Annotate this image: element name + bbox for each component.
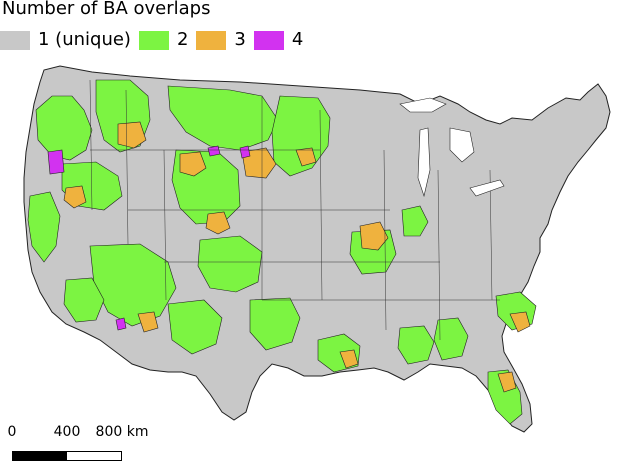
scale-bar-graphic — [12, 451, 122, 461]
region-3-f — [205, 211, 231, 235]
region-2-montana — [167, 85, 279, 151]
region-3-g — [339, 349, 359, 369]
legend-item-unique: 1 (unique) — [0, 30, 131, 50]
legend-title: Number of BA overlaps — [2, 0, 211, 19]
scale-bar: 0 400 800 km — [0, 420, 148, 464]
region-3-j — [137, 311, 159, 333]
scale-seg-black — [13, 452, 67, 460]
scale-seg-white — [67, 452, 121, 460]
region-3-k — [295, 147, 317, 167]
region-2-newmexico — [249, 297, 301, 351]
region-2-louisiana — [397, 325, 435, 365]
region-4-nevada — [115, 317, 127, 331]
lake-michigan — [417, 127, 431, 198]
legend-item-4: 4 — [253, 29, 304, 50]
legend-label-2: 2 — [176, 29, 189, 50]
region-3-b — [179, 151, 207, 177]
region-4-montana — [207, 145, 221, 157]
scale-label-0: 0 — [7, 424, 17, 440]
region-2-colorado — [197, 235, 263, 293]
region-3-a — [117, 121, 147, 149]
purple-overlaps — [47, 145, 251, 331]
legend-item-2: 2 — [138, 29, 189, 50]
region-3-i — [497, 371, 517, 393]
region-3-d — [359, 221, 389, 251]
lake-huron — [449, 127, 475, 163]
border-mid-2 — [319, 109, 323, 301]
region-2-pnw — [35, 95, 93, 161]
lake-erie — [469, 179, 505, 197]
legend-label-unique: 1 (unique) — [38, 29, 131, 50]
legend-swatch-3 — [196, 30, 227, 50]
orange-overlaps — [63, 121, 531, 393]
border-east-1 — [437, 169, 441, 341]
scale-label-400: 400 — [53, 424, 81, 440]
region-3-h — [509, 311, 531, 333]
region-2-socal — [63, 277, 105, 323]
great-lakes — [399, 97, 505, 198]
border-east-2 — [489, 169, 493, 301]
region-4-dakota — [239, 145, 251, 159]
region-2-arizona — [167, 299, 223, 355]
border-west-1 — [89, 79, 93, 211]
green-overlaps — [27, 79, 537, 425]
legend-item-3: 3 — [196, 29, 246, 50]
legend-swatch-unique — [0, 30, 30, 50]
region-2-alabama — [433, 317, 469, 361]
region-2-california — [27, 191, 61, 263]
legend-label-3: 3 — [234, 29, 246, 50]
scale-label-800: 800 km — [95, 424, 149, 440]
border-west-3 — [163, 149, 167, 301]
legend-swatch-4 — [253, 30, 284, 50]
border-west-2 — [125, 89, 129, 245]
state-borders — [89, 79, 500, 341]
region-2-dakota — [271, 95, 331, 177]
legend-items: 1 (unique) 2 3 4 — [0, 30, 311, 50]
region-4-oregon — [47, 149, 65, 175]
legend-label-4: 4 — [291, 29, 304, 50]
region-3-e — [63, 185, 87, 209]
region-2-ohio — [401, 205, 429, 237]
legend-swatch-2 — [138, 30, 169, 50]
lake-superior — [399, 97, 447, 113]
